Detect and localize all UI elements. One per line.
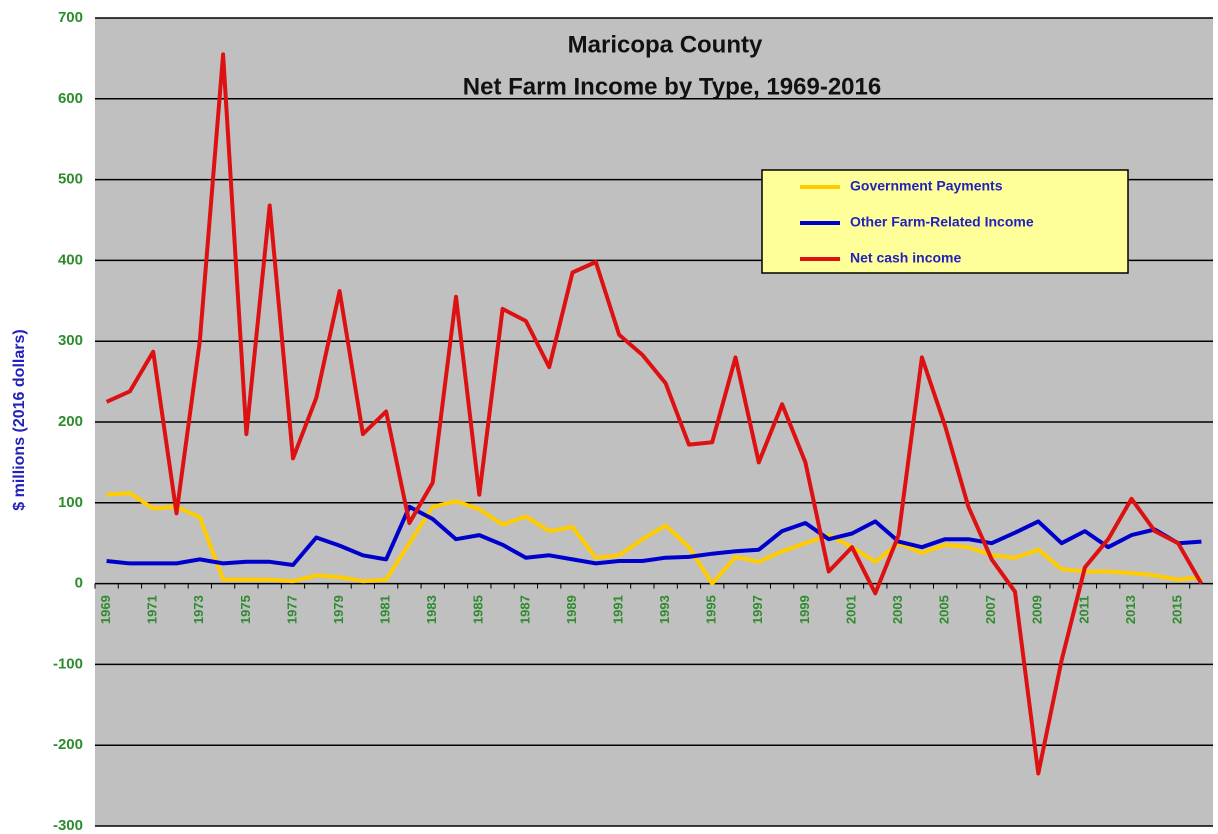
- x-tick-label: 1989: [564, 595, 579, 624]
- legend: Government Payments Other Farm-Related In…: [761, 169, 1129, 274]
- y-axis-label: $ millions (2016 dollars): [11, 329, 28, 510]
- x-tick-label: 1993: [657, 595, 672, 624]
- x-tick-label: 1979: [331, 595, 346, 624]
- y-tick-label: 100: [58, 494, 83, 511]
- chart-subtitle: Net Farm Income by Type, 1969-2016: [463, 73, 881, 100]
- x-tick-label: 1975: [238, 595, 253, 624]
- y-tick-label: 400: [58, 251, 83, 268]
- x-tick-label: 1997: [750, 595, 765, 624]
- legend-label: Net cash income: [850, 250, 961, 266]
- y-tick-label: 600: [58, 90, 83, 107]
- x-tick-label: 2005: [937, 595, 952, 624]
- legend-label: Government Payments: [850, 178, 1003, 194]
- y-tick-label: 500: [58, 171, 83, 188]
- series-line: [106, 491, 1202, 586]
- y-tick-label: -300: [53, 817, 83, 834]
- x-tick-label: 2001: [843, 595, 858, 624]
- x-tick-label: 2015: [1170, 595, 1185, 624]
- y-tick-label: 700: [58, 9, 83, 26]
- y-tick-label: 200: [58, 413, 83, 430]
- x-tick-label: 1991: [611, 595, 626, 624]
- x-tick-label: 1969: [98, 595, 113, 624]
- x-tick-label: 2007: [983, 595, 998, 624]
- x-tick-label: 2011: [1076, 595, 1091, 623]
- x-tick-label: 2003: [890, 595, 905, 624]
- x-tick-label: 1973: [191, 595, 206, 624]
- x-tick-label: 1987: [517, 595, 532, 624]
- x-tick-label: 2013: [1123, 595, 1138, 624]
- x-tick-label: 1999: [797, 595, 812, 624]
- chart-title: Maricopa County: [568, 31, 763, 58]
- y-tick-label: -100: [53, 655, 83, 672]
- series-line: [105, 52, 1204, 776]
- x-tick-label: 1985: [471, 595, 486, 624]
- x-tick-label: 1977: [284, 595, 299, 624]
- y-tick-label: 0: [75, 575, 83, 592]
- series-line: [106, 504, 1202, 567]
- x-tick-label: 1995: [704, 595, 719, 624]
- x-tick-label: 1971: [145, 595, 160, 624]
- x-tick-label: 1981: [378, 595, 393, 624]
- y-tick-label: -200: [53, 736, 83, 753]
- y-tick-label: 300: [58, 332, 83, 349]
- x-tick-label: 2009: [1030, 595, 1045, 624]
- x-tick-label: 1983: [424, 595, 439, 624]
- legend-label: Other Farm-Related Income: [850, 214, 1034, 230]
